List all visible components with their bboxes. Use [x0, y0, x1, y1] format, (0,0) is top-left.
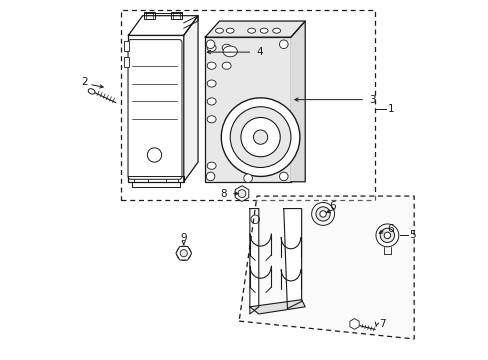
Ellipse shape — [222, 44, 231, 51]
Polygon shape — [249, 300, 305, 314]
Circle shape — [315, 207, 329, 221]
Ellipse shape — [215, 28, 223, 33]
Text: 6: 6 — [386, 224, 393, 234]
Circle shape — [380, 228, 394, 243]
Ellipse shape — [260, 28, 267, 33]
Text: 7: 7 — [379, 319, 386, 329]
Polygon shape — [239, 196, 413, 339]
Circle shape — [311, 203, 334, 225]
Circle shape — [384, 232, 390, 239]
Ellipse shape — [207, 62, 216, 69]
Polygon shape — [283, 208, 301, 309]
Circle shape — [375, 224, 398, 247]
Bar — [205, 37, 290, 182]
Circle shape — [180, 249, 187, 257]
Text: 3: 3 — [368, 95, 375, 105]
Ellipse shape — [272, 28, 280, 33]
Circle shape — [250, 215, 259, 224]
Text: 8: 8 — [220, 189, 226, 199]
Bar — [121, 10, 374, 200]
Circle shape — [244, 174, 252, 183]
Polygon shape — [205, 21, 305, 37]
Polygon shape — [183, 16, 198, 182]
Ellipse shape — [222, 62, 231, 69]
FancyBboxPatch shape — [128, 40, 182, 179]
Bar — [123, 41, 129, 51]
Circle shape — [279, 172, 287, 181]
Circle shape — [253, 130, 267, 144]
Circle shape — [241, 117, 280, 157]
Ellipse shape — [226, 28, 234, 33]
Circle shape — [206, 172, 214, 181]
Text: 1: 1 — [386, 104, 393, 113]
Polygon shape — [128, 16, 198, 35]
Ellipse shape — [247, 28, 255, 33]
Polygon shape — [290, 21, 305, 182]
Text: 2: 2 — [81, 77, 88, 87]
Ellipse shape — [207, 44, 216, 51]
Circle shape — [279, 40, 287, 49]
Circle shape — [147, 148, 162, 162]
Bar — [128, 35, 183, 182]
Bar — [171, 12, 182, 18]
Ellipse shape — [207, 80, 216, 87]
Ellipse shape — [207, 98, 216, 105]
Circle shape — [176, 246, 190, 260]
Ellipse shape — [207, 162, 216, 169]
Ellipse shape — [88, 89, 95, 94]
Text: 4: 4 — [256, 47, 263, 57]
Circle shape — [238, 190, 245, 198]
Polygon shape — [249, 208, 258, 314]
Text: 5: 5 — [408, 230, 415, 240]
Ellipse shape — [207, 116, 216, 123]
Circle shape — [206, 40, 214, 49]
Circle shape — [230, 107, 290, 167]
Text: 9: 9 — [180, 233, 187, 243]
Circle shape — [221, 98, 299, 176]
Circle shape — [180, 249, 187, 257]
Bar — [144, 12, 155, 18]
Bar — [123, 58, 129, 67]
Ellipse shape — [223, 46, 237, 57]
Polygon shape — [183, 16, 198, 28]
Circle shape — [319, 211, 325, 217]
Text: 6: 6 — [328, 201, 335, 211]
